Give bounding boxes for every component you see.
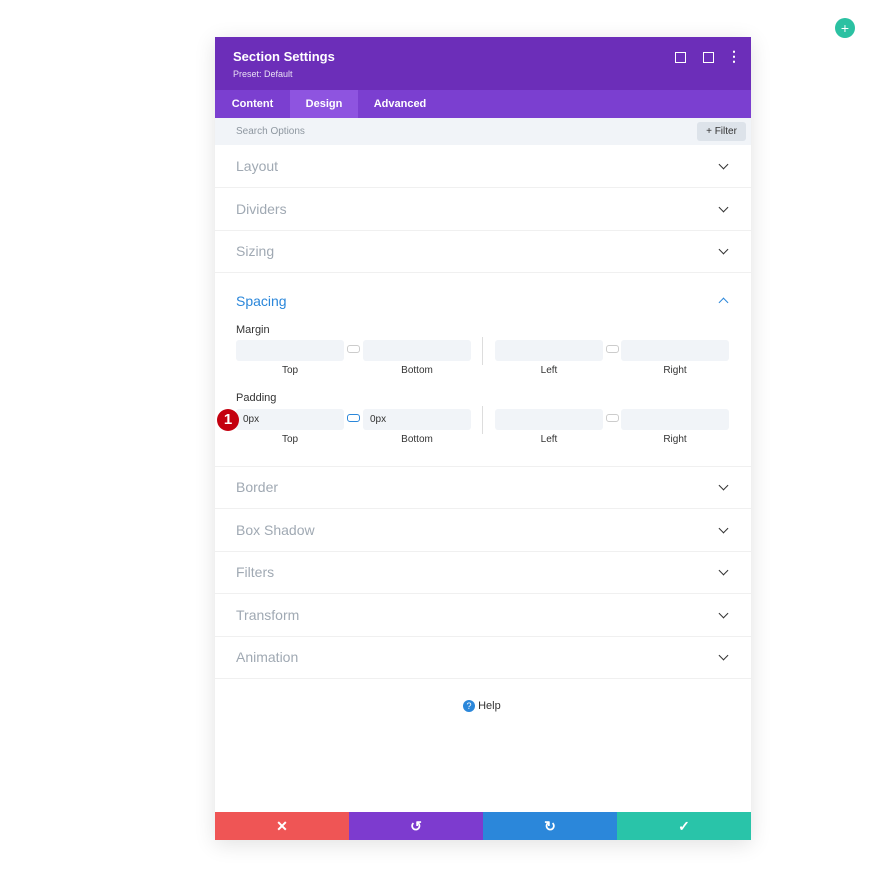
field-label: Right: [663, 365, 687, 376]
add-button[interactable]: +: [835, 18, 855, 38]
separator: [482, 337, 483, 365]
chevron: [718, 608, 729, 618]
menu[interactable]: ⋮: [727, 48, 741, 64]
tabs: Content Design Advanced: [215, 90, 751, 118]
search-bar: Search Options + Filter: [215, 118, 751, 145]
settings-panel: Section Settings Preset: Default ⋮ Conte…: [215, 37, 751, 840]
section-row[interactable]: Box Shadow: [215, 509, 751, 552]
cancel-button[interactable]: ✕: [215, 812, 349, 840]
margin-label: Margin: [236, 324, 270, 336]
field-label: Bottom: [401, 365, 433, 376]
padding-label: Padding: [236, 392, 277, 404]
chevron: [718, 159, 729, 170]
section-row[interactable]: Border: [215, 466, 751, 509]
chevron: [718, 650, 729, 661]
chevron: [718, 244, 729, 255]
icon[interactable]: [703, 52, 714, 63]
help-label: Help: [478, 700, 501, 712]
preset[interactable]: Preset: Default: [233, 69, 293, 79]
section-row[interactable]: Sizing: [215, 230, 751, 273]
title: Section Settings: [233, 49, 335, 64]
divider: [215, 466, 751, 467]
section-title: Border: [236, 479, 279, 495]
input[interactable]: [363, 340, 471, 361]
field-label: Bottom: [401, 434, 433, 445]
input[interactable]: [621, 340, 729, 361]
section-row[interactable]: Filters: [215, 551, 751, 594]
section-row[interactable]: Transform: [215, 594, 751, 637]
tab[interactable]: Content: [231, 98, 274, 110]
redo-button[interactable]: ↻: [483, 812, 617, 840]
separator: [482, 406, 483, 434]
section-row[interactable]: Animation: [215, 636, 751, 679]
input[interactable]: [621, 409, 729, 430]
badge: 1: [217, 409, 239, 431]
icon[interactable]: [675, 52, 686, 63]
link-icon[interactable]: [347, 414, 360, 422]
link-icon[interactable]: [606, 414, 619, 422]
field-label: Top: [281, 365, 299, 376]
undo-button[interactable]: ↺: [349, 812, 483, 840]
input[interactable]: 0px: [363, 409, 471, 430]
help[interactable]: ? Help: [463, 700, 501, 712]
field-label: Top: [281, 434, 299, 445]
chevron: [718, 523, 729, 533]
section-title: Filters: [236, 564, 275, 580]
section-row[interactable]: Layout: [215, 145, 751, 188]
input[interactable]: [495, 409, 603, 430]
save-button[interactable]: ✓: [617, 812, 751, 840]
field-label: Left: [540, 365, 558, 376]
field-label: Right: [663, 434, 687, 445]
section-title: Dividers: [236, 200, 287, 217]
spacing-title[interactable]: Spacing: [236, 293, 287, 309]
section-title: Transform: [236, 606, 300, 623]
section-title: Sizing: [236, 243, 275, 259]
tab[interactable]: Advanced: [373, 98, 427, 110]
search-input[interactable]: Search Options: [236, 126, 305, 137]
section-title: Box Shadow: [236, 521, 315, 538]
chevron: [718, 480, 729, 491]
chevron: [718, 565, 729, 576]
tab[interactable]: Design: [290, 90, 358, 118]
filter-button[interactable]: + Filter: [697, 122, 746, 141]
field-label: Left: [540, 434, 558, 445]
section-title: Layout: [236, 158, 279, 174]
collapse-icon[interactable]: [718, 297, 729, 308]
link-icon[interactable]: [347, 345, 360, 353]
section-row[interactable]: Dividers: [215, 188, 751, 231]
filter-label: Filter: [714, 126, 737, 137]
header: Section Settings Preset: Default ⋮: [215, 37, 751, 90]
input[interactable]: 0px: [236, 409, 344, 430]
input[interactable]: [236, 340, 344, 361]
input[interactable]: [495, 340, 603, 361]
chevron: [718, 202, 729, 212]
section-title: Animation: [236, 649, 299, 665]
link-icon[interactable]: [606, 345, 619, 353]
